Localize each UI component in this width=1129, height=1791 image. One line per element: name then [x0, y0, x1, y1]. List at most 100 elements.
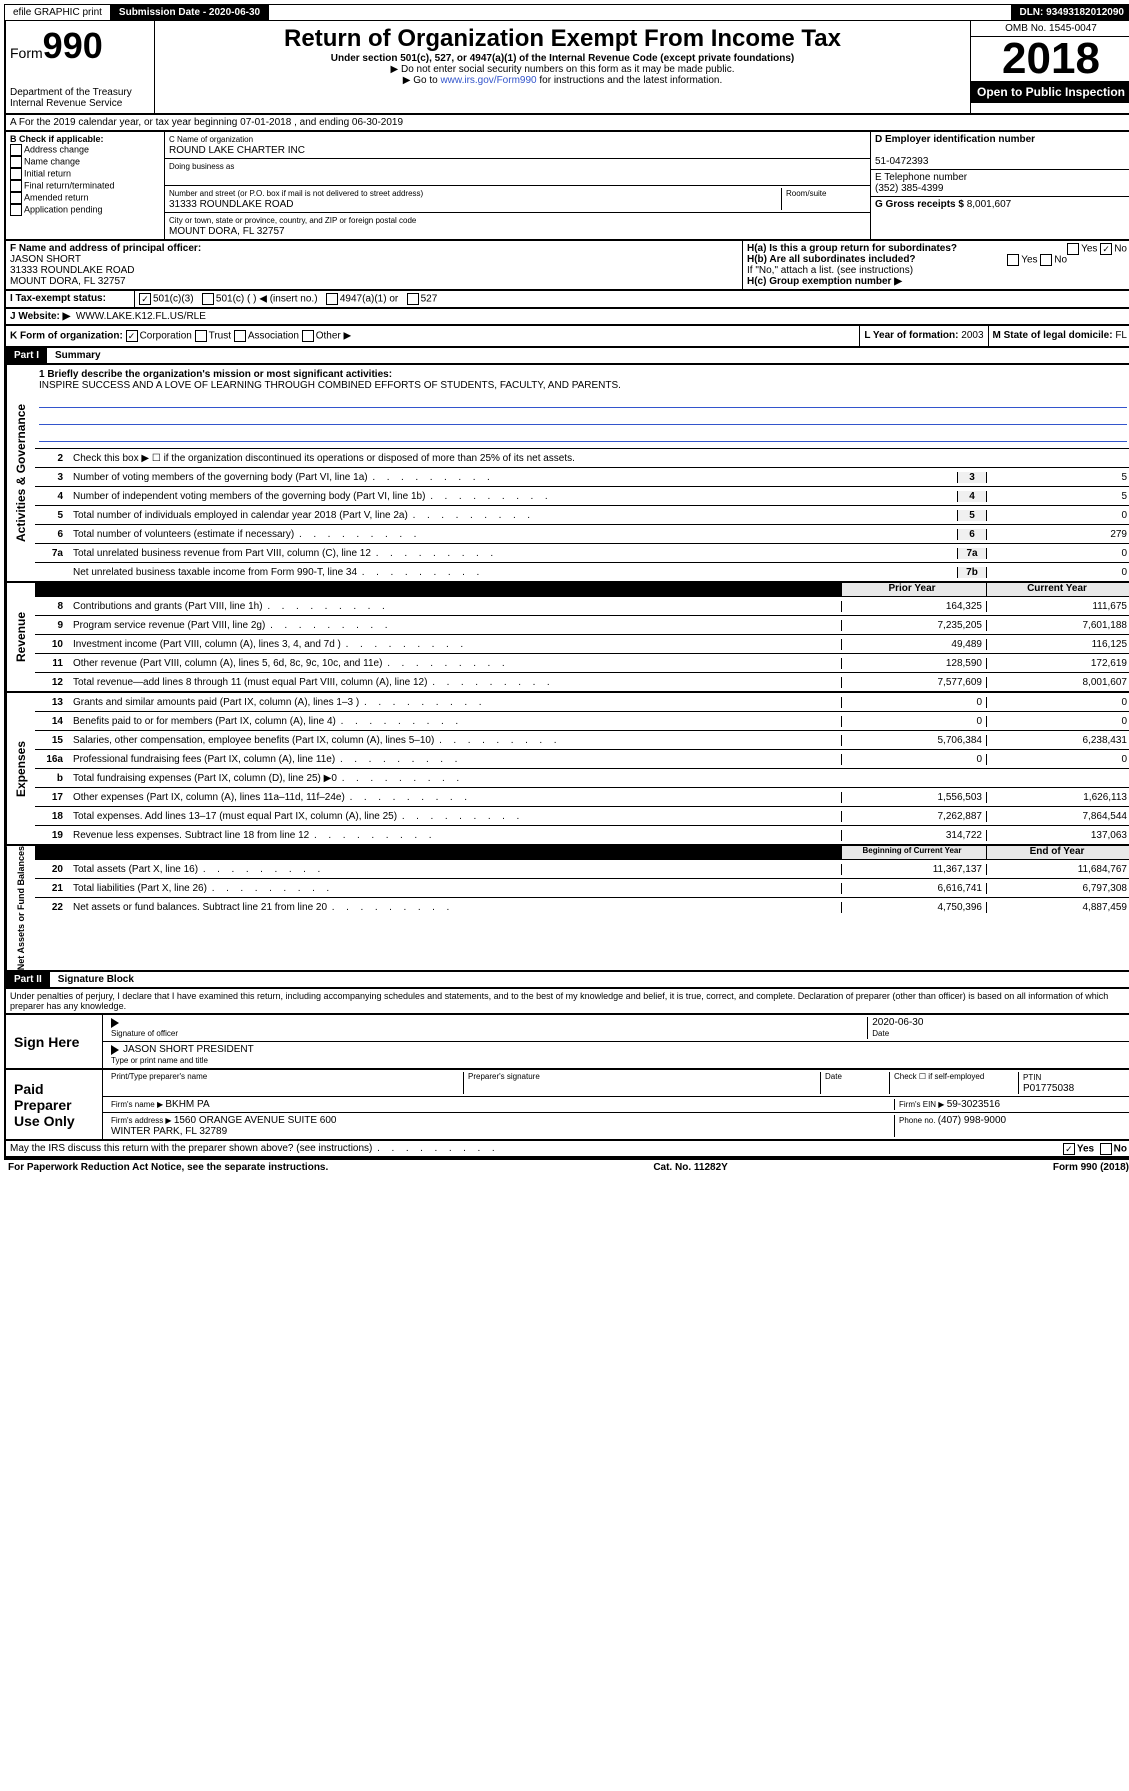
ein: 51-0472393 [875, 156, 928, 167]
perjury-text: Under penalties of perjury, I declare th… [4, 989, 1129, 1015]
sign-here-block: Sign Here Signature of officer 2020-06-3… [4, 1015, 1129, 1070]
state-domicile: FL [1115, 330, 1127, 341]
row-k: K Form of organization: ✓Corporation Tru… [4, 326, 1129, 348]
footer: For Paperwork Reduction Act Notice, see … [4, 1158, 1129, 1175]
checkbox-amended[interactable] [10, 192, 22, 204]
money-line: 19Revenue less expenses. Subtract line 1… [35, 826, 1129, 844]
money-line: 21Total liabilities (Part X, line 26)6,6… [35, 879, 1129, 898]
cb-other[interactable] [302, 330, 314, 342]
gov-line: 3Number of voting members of the governi… [35, 468, 1129, 487]
cb-corp[interactable]: ✓ [126, 330, 138, 342]
governance-section: Activities & Governance 1 Briefly descri… [4, 365, 1129, 583]
org-city: MOUNT DORA, FL 32757 [169, 226, 285, 237]
dept-treasury: Department of the Treasury Internal Reve… [10, 87, 150, 109]
checkbox-address[interactable] [10, 144, 22, 156]
firm-phone: (407) 998-9000 [938, 1115, 1006, 1126]
money-line: 14Benefits paid to or for members (Part … [35, 712, 1129, 731]
cb-501c[interactable] [202, 293, 214, 305]
website: WWW.LAKE.K12.FL.US/RLE [76, 311, 206, 322]
row-a-tax-year: A For the 2019 calendar year, or tax yea… [4, 115, 1129, 132]
col-d-ein: D Employer identification number 51-0472… [871, 132, 1129, 239]
money-line: 16aProfessional fundraising fees (Part I… [35, 750, 1129, 769]
money-line: 20Total assets (Part X, line 16)11,367,1… [35, 860, 1129, 879]
dln: DLN: 93493182012090 [1011, 5, 1129, 20]
cb-trust[interactable] [195, 330, 207, 342]
ha-no[interactable]: ✓ [1100, 243, 1112, 255]
mission-text: INSPIRE SUCCESS AND A LOVE OF LEARNING T… [39, 380, 621, 391]
vert-revenue: Revenue [6, 583, 35, 691]
cb-assoc[interactable] [234, 330, 246, 342]
money-line: 12Total revenue—add lines 8 through 11 (… [35, 673, 1129, 691]
money-line: 11Other revenue (Part VIII, column (A), … [35, 654, 1129, 673]
gov-line: 7aTotal unrelated business revenue from … [35, 544, 1129, 563]
netassets-section: Net Assets or Fund Balances Beginning of… [4, 846, 1129, 972]
tax-year: 2018 [971, 37, 1129, 81]
form-subtitle-1: Under section 501(c), 527, or 4947(a)(1)… [159, 53, 966, 64]
gross-receipts: 8,001,607 [967, 199, 1012, 210]
hb-no[interactable] [1040, 254, 1052, 266]
money-line: 17Other expenses (Part IX, column (A), l… [35, 788, 1129, 807]
col-b-checkboxes: B Check if applicable: Address change Na… [6, 132, 165, 239]
gov-line: 4Number of independent voting members of… [35, 487, 1129, 506]
officer-name: JASON SHORT [10, 254, 81, 265]
arrow-icon [111, 1045, 119, 1055]
checkbox-pending[interactable] [10, 204, 22, 216]
form-header: Form990 Department of the Treasury Inter… [4, 21, 1129, 115]
gov-line: Net unrelated business taxable income fr… [35, 563, 1129, 581]
discuss-row: May the IRS discuss this return with the… [4, 1141, 1129, 1158]
money-line: bTotal fundraising expenses (Part IX, co… [35, 769, 1129, 788]
form-number: Form990 [10, 25, 150, 67]
money-line: 18Total expenses. Add lines 13–17 (must … [35, 807, 1129, 826]
paid-preparer-block: Paid Preparer Use Only Print/Type prepar… [4, 1070, 1129, 1141]
open-public: Open to Public Inspection [971, 81, 1129, 103]
cb-501c3[interactable]: ✓ [139, 293, 151, 305]
ha-yes[interactable] [1067, 243, 1079, 255]
discuss-yes[interactable]: ✓ [1063, 1143, 1075, 1155]
year-formation: 2003 [961, 330, 983, 341]
part1-header: Part I Summary [4, 348, 1129, 365]
revenue-section: Revenue Prior Year Current Year 8Contrib… [4, 583, 1129, 693]
money-line: 8Contributions and grants (Part VIII, li… [35, 597, 1129, 616]
money-line: 10Investment income (Part VIII, column (… [35, 635, 1129, 654]
checkbox-final[interactable] [10, 180, 22, 192]
cb-527[interactable] [407, 293, 419, 305]
form-subtitle-2: ▶ Do not enter social security numbers o… [159, 64, 966, 75]
hb-yes[interactable] [1007, 254, 1019, 266]
efile-label[interactable]: efile GRAPHIC print [5, 5, 111, 20]
discuss-no[interactable] [1100, 1143, 1112, 1155]
cb-4947[interactable] [326, 293, 338, 305]
checkbox-initial[interactable] [10, 168, 22, 180]
org-address: 31333 ROUNDLAKE ROAD [169, 199, 294, 210]
org-name: ROUND LAKE CHARTER INC [169, 145, 305, 156]
top-bar: efile GRAPHIC print Submission Date - 20… [4, 4, 1129, 21]
submission-date: Submission Date - 2020-06-30 [111, 5, 269, 20]
expenses-section: Expenses 13Grants and similar amounts pa… [4, 693, 1129, 846]
checkbox-name[interactable] [10, 156, 22, 168]
money-line: 22Net assets or fund balances. Subtract … [35, 898, 1129, 916]
firm-ein: 59-3023516 [947, 1099, 1000, 1110]
part2-header: Part II Signature Block [4, 972, 1129, 989]
row-i-tax-status: I Tax-exempt status: ✓501(c)(3) 501(c) (… [4, 291, 1129, 309]
info-grid: B Check if applicable: Address change Na… [4, 132, 1129, 241]
form-subtitle-3: ▶ Go to www.irs.gov/Form990 for instruct… [159, 75, 966, 86]
paid-preparer-label: Paid Preparer Use Only [6, 1070, 103, 1139]
officer-printed: JASON SHORT PRESIDENT [123, 1044, 254, 1055]
money-line: 15Salaries, other compensation, employee… [35, 731, 1129, 750]
ptin: P01775038 [1023, 1083, 1074, 1094]
vert-netassets: Net Assets or Fund Balances [6, 846, 35, 970]
vert-expenses: Expenses [6, 693, 35, 844]
sig-date: 2020-06-30 [872, 1017, 923, 1028]
officer-address: 31333 ROUNDLAKE ROAD MOUNT DORA, FL 3275… [10, 265, 135, 287]
form-title: Return of Organization Exempt From Incom… [159, 25, 966, 53]
gov-line: 5Total number of individuals employed in… [35, 506, 1129, 525]
row-f: F Name and address of principal officer:… [4, 241, 1129, 291]
money-line: 9Program service revenue (Part VIII, lin… [35, 616, 1129, 635]
col-c-org: C Name of organization ROUND LAKE CHARTE… [165, 132, 871, 239]
firm-name: BKHM PA [165, 1099, 209, 1110]
arrow-icon [111, 1018, 119, 1028]
telephone: (352) 385-4399 [875, 183, 943, 194]
irs-link[interactable]: www.irs.gov/Form990 [440, 75, 536, 86]
row-j-website: J Website: ▶ WWW.LAKE.K12.FL.US/RLE [4, 309, 1129, 326]
vert-governance: Activities & Governance [6, 365, 35, 581]
money-line: 13Grants and similar amounts paid (Part … [35, 693, 1129, 712]
